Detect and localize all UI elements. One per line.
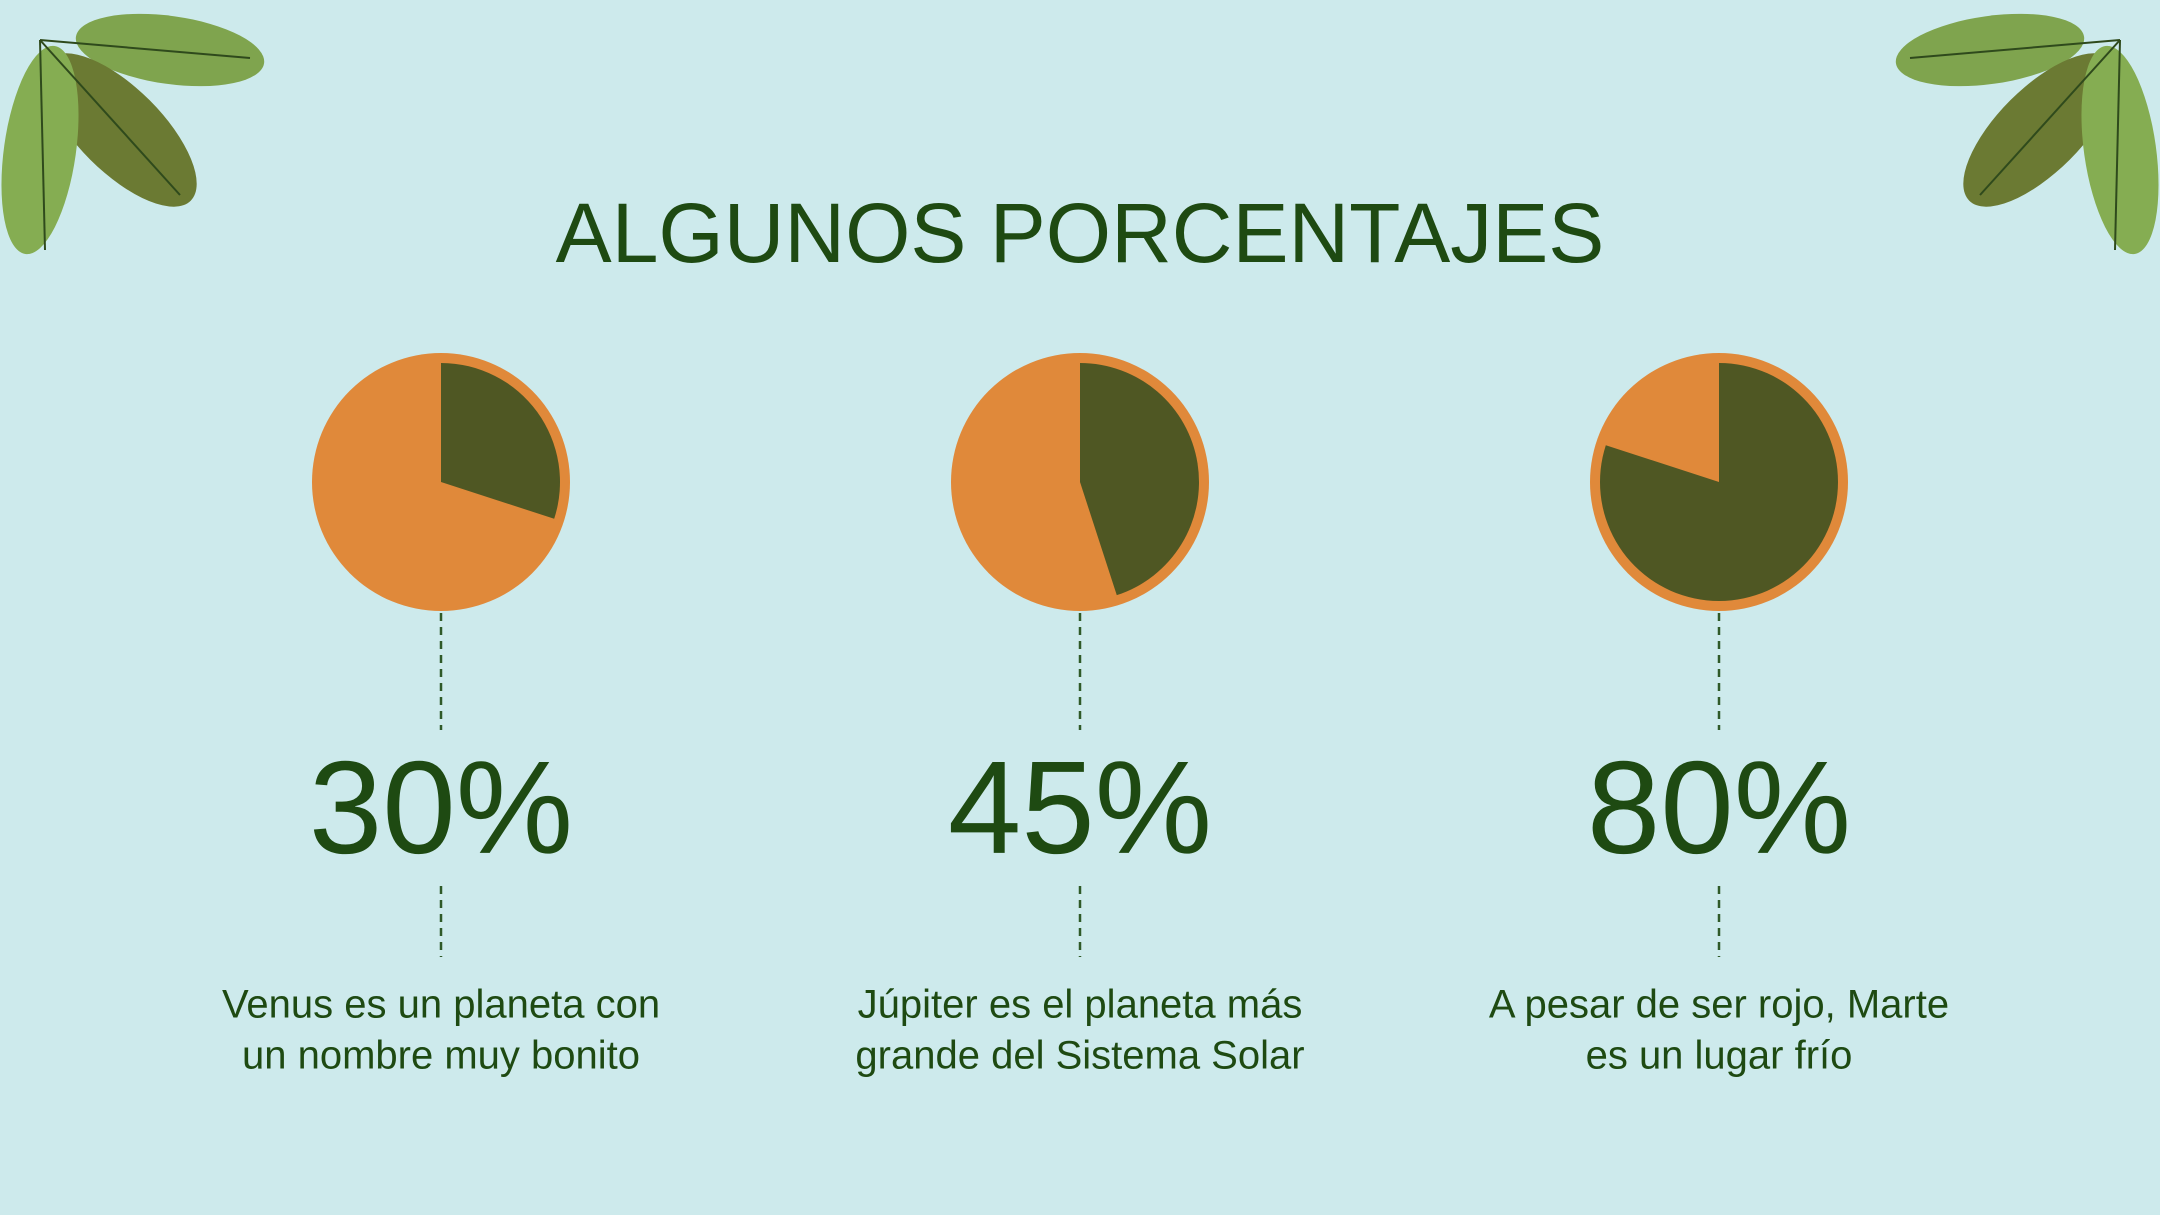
description: un nombre muy bonito — [242, 1034, 640, 1078]
description: grande del Sistema Solar — [855, 1034, 1304, 1078]
pie-slice — [1600, 363, 1838, 601]
pie-slice — [441, 363, 561, 519]
description: A pesar de ser rojo, Marte — [1489, 983, 1949, 1027]
description: Júpiter es el planeta más — [858, 983, 1303, 1027]
title: ALGUNOS PORCENTAJES — [556, 186, 1605, 280]
percentage-label: 30% — [309, 734, 573, 881]
description: Venus es un planeta con — [222, 983, 660, 1027]
description: es un lugar frío — [1586, 1034, 1853, 1078]
leaves-right — [1895, 13, 2159, 255]
leaves-left — [1, 13, 265, 255]
percentage-label: 45% — [948, 734, 1212, 881]
percentage-label: 80% — [1587, 734, 1851, 881]
pie-slice — [1080, 363, 1200, 596]
